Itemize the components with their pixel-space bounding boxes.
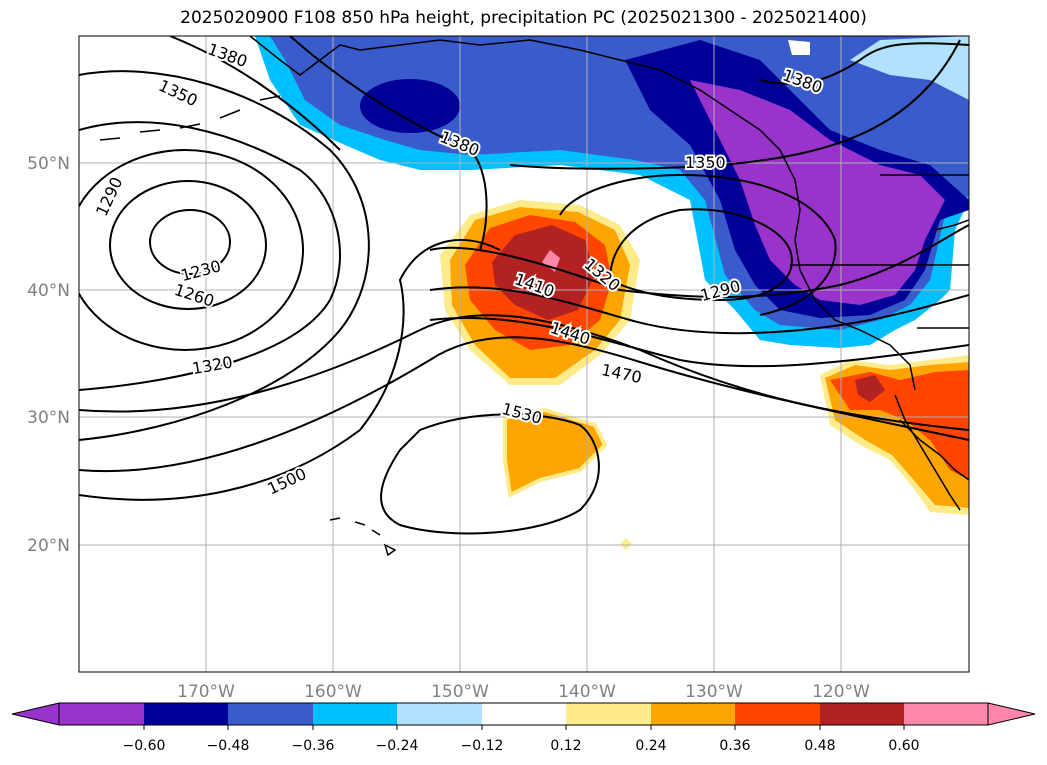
lon-label: 150°W	[431, 682, 489, 702]
map-title: 2025020900 F108 850 hPa height, precipit…	[180, 8, 867, 28]
contour-label: 1380	[205, 39, 250, 71]
map-frame	[78, 35, 970, 673]
precip-pos-048	[492, 225, 595, 320]
lat-label: 40°N	[27, 281, 70, 301]
lon-label: 140°W	[558, 682, 616, 702]
precip-neg-060	[690, 80, 945, 305]
lon-label: 120°W	[812, 682, 870, 702]
contour-label: 1500	[264, 464, 309, 498]
lat-label: 20°N	[27, 536, 70, 556]
colorbar-tick: 0.24	[635, 738, 666, 754]
lat-label: 50°N	[27, 154, 70, 174]
longitude-labels: 170°W 160°W 150°W 140°W 130°W 120°W	[177, 682, 870, 702]
contour-label: 1470	[600, 360, 644, 387]
contour-label: 1350	[685, 153, 726, 172]
colorbar-tick: −0.24	[376, 738, 419, 754]
colorbar-tick: −0.12	[461, 738, 504, 754]
lat-label: 30°N	[27, 408, 70, 428]
contour-label: 1260	[172, 280, 217, 311]
lon-label: 130°W	[685, 682, 743, 702]
colorbar-extend-low	[11, 702, 60, 726]
precip-pos-south	[503, 407, 608, 499]
precip-neg-048-blob	[360, 79, 460, 133]
colorbar-extend-high	[987, 702, 1036, 726]
contour-label: 1320	[191, 352, 234, 378]
colorbar-tick: −0.36	[292, 738, 335, 754]
height-contours	[79, 36, 969, 535]
colorbar-tick: 0.48	[804, 738, 835, 754]
precip-pos-060	[542, 250, 560, 272]
colorbar-tick: 0.36	[719, 738, 750, 754]
colorbar-tick: −0.60	[123, 738, 166, 754]
lon-label: 170°W	[177, 682, 235, 702]
colorbar-tick: 0.12	[550, 738, 581, 754]
coastlines	[99, 36, 969, 557]
lon-label: 160°W	[304, 682, 362, 702]
colorbar: −0.60 −0.48 −0.36 −0.24 −0.12 0.12 0.24 …	[11, 702, 1036, 754]
contour-label: 1230	[179, 256, 223, 285]
latitude-labels: 50°N 40°N 30°N 20°N	[27, 154, 70, 556]
colorbar-tick: −0.48	[207, 738, 250, 754]
colorbar-tick: 0.60	[888, 738, 919, 754]
